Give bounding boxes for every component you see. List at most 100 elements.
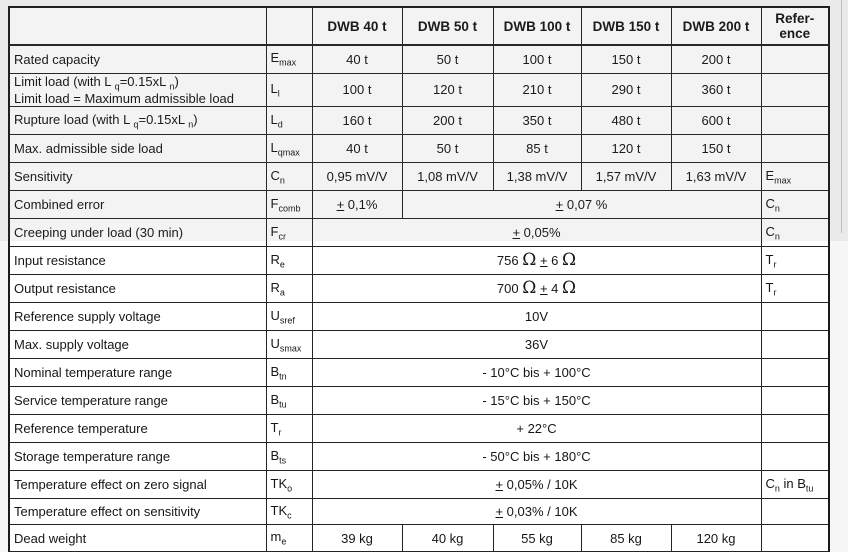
value-cell: 1,63 mV/V	[670, 162, 762, 192]
value-cell: 160 t	[311, 106, 403, 136]
plus-minus-sign: +	[495, 477, 504, 493]
param-cell-temperature-effect-on-zero-s: Temperature effect on zero signal	[8, 470, 267, 500]
value-cell: 1,08 mV/V	[401, 162, 494, 192]
reference-cell	[760, 524, 830, 552]
symbol-cell: Ld	[265, 106, 313, 136]
value-cell: 756 Ω + 6 Ω	[311, 246, 762, 276]
value-cell: + 22°C	[311, 414, 762, 444]
symbol-cell: Usmax	[265, 330, 313, 360]
page-edge-line	[841, 0, 842, 233]
symbol-cell: me	[265, 524, 313, 552]
plus-minus-sign: +	[539, 253, 548, 269]
param-cell-rated-capacity: Rated capacity	[8, 44, 267, 74]
value-cell: 360 t	[670, 72, 762, 108]
reference-cell	[760, 498, 830, 526]
header-row: DWB 40 t DWB 50 t DWB 100 t DWB 150 t DWB 20…	[8, 6, 830, 46]
table-row: Max. admissible side load Lqmax 40 t 50 t 85…	[8, 134, 830, 164]
value-cell: 1,57 mV/V	[580, 162, 672, 192]
value-cell: 10V	[311, 302, 762, 332]
reference-cell: Tr	[760, 246, 830, 276]
col-header-dwb-100-t: DWB 100 t	[492, 6, 582, 46]
value-cell: 50 t	[401, 134, 494, 164]
symbol-cell: Lqmax	[265, 134, 313, 164]
param-cell-creeping-under-load-30-min: Creeping under load (30 min)	[8, 218, 267, 248]
table-row: Service temperature range Btu - 15°C bis +…	[8, 386, 830, 416]
symbol-cell: Ll	[265, 72, 313, 108]
omega-symbol: Ω	[522, 250, 537, 271]
col-header-empty	[265, 6, 313, 46]
param-cell-reference-temperature: Reference temperature	[8, 414, 267, 444]
value-cell: 1,38 mV/V	[492, 162, 582, 192]
spec-table-head: DWB 40 t DWB 50 t DWB 100 t DWB 150 t DWB 20…	[8, 6, 830, 46]
value-cell: + 0,05% / 10K	[311, 470, 762, 500]
spec-table-body: Rated capacity Emax 40 t 50 t 100 t 150 t 200 …	[8, 44, 830, 552]
value-cell: 0,95 mV/V	[311, 162, 403, 192]
value-cell: 290 t	[580, 72, 672, 108]
symbol-cell: Usref	[265, 302, 313, 332]
value-cell: 120 t	[580, 134, 672, 164]
col-header-dwb-200-t: DWB 200 t	[670, 6, 762, 46]
value-cell: 85 kg	[580, 524, 672, 552]
plus-minus-sign: +	[555, 197, 564, 213]
table-row: Dead weight me 39 kg 40 kg 55 kg 85 kg 120 kg	[8, 524, 830, 552]
col-header-dwb-50-t: DWB 50 t	[401, 6, 494, 46]
symbol-cell: Btn	[265, 358, 313, 388]
value-cell: 39 kg	[311, 524, 403, 552]
col-header-dwb-40-t: DWB 40 t	[311, 6, 403, 46]
reference-cell	[760, 302, 830, 332]
value-cell: + 0,05%	[311, 218, 762, 248]
reference-cell	[760, 134, 830, 164]
param-cell-service-temperature-range: Service temperature range	[8, 386, 267, 416]
value-cell: 40 kg	[401, 524, 494, 552]
value-cell: 36V	[311, 330, 762, 360]
table-row: Temperature effect on zero signal TKo + 0,…	[8, 470, 830, 500]
table-row: Creeping under load (30 min) Fcr + 0,05% Cn	[8, 218, 830, 248]
table-row: Storage temperature range Bts - 50°C bis +…	[8, 442, 830, 472]
value-cell: 150 t	[580, 44, 672, 74]
value-cell: - 15°C bis + 150°C	[311, 386, 762, 416]
col-header-empty	[8, 6, 267, 46]
omega-symbol: Ω	[562, 278, 577, 299]
symbol-cell: Bts	[265, 442, 313, 472]
value-cell: 200 t	[401, 106, 494, 136]
reference-cell	[760, 358, 830, 388]
value-cell: 350 t	[492, 106, 582, 136]
spec-table: DWB 40 t DWB 50 t DWB 100 t DWB 150 t DWB 20…	[8, 6, 830, 552]
value-cell: 85 t	[492, 134, 582, 164]
plus-minus-sign: +	[336, 197, 345, 213]
reference-cell: Cn	[760, 190, 830, 220]
value-cell: 55 kg	[492, 524, 582, 552]
param-cell-output-resistance: Output resistance	[8, 274, 267, 304]
plus-minus-sign: +	[512, 225, 521, 241]
col-header-refer-ence: Refer- ence	[760, 6, 830, 46]
table-row: Output resistance Ra 700 Ω + 4 Ω Tr	[8, 274, 830, 304]
reference-cell	[760, 442, 830, 472]
symbol-cell: Tr	[265, 414, 313, 444]
table-row: Reference supply voltage Usref 10V	[8, 302, 830, 332]
value-cell: + 0,03% / 10K	[311, 498, 762, 526]
symbol-cell: TKc	[265, 498, 313, 526]
reference-cell	[760, 72, 830, 108]
value-cell: 120 t	[401, 72, 494, 108]
reference-cell	[760, 414, 830, 444]
col-header-dwb-150-t: DWB 150 t	[580, 6, 672, 46]
value-cell: 150 t	[670, 134, 762, 164]
value-cell: 210 t	[492, 72, 582, 108]
symbol-cell: Fcomb	[265, 190, 313, 220]
param-cell-storage-temperature-range: Storage temperature range	[8, 442, 267, 472]
param-cell-reference-supply-voltage: Reference supply voltage	[8, 302, 267, 332]
table-row: Combined error Fcomb + 0,1% + 0,07 % Cn	[8, 190, 830, 220]
value-cell: 700 Ω + 4 Ω	[311, 274, 762, 304]
symbol-cell: Cn	[265, 162, 313, 192]
value-cell: 600 t	[670, 106, 762, 136]
reference-cell: Emax	[760, 162, 830, 192]
reference-cell	[760, 386, 830, 416]
value-cell: 480 t	[580, 106, 672, 136]
value-cell: + 0,1%	[311, 190, 403, 220]
reference-cell	[760, 330, 830, 360]
symbol-cell: Ra	[265, 274, 313, 304]
param-cell-sensitivity: Sensitivity	[8, 162, 267, 192]
table-row: Nominal temperature range Btn - 10°C bis +…	[8, 358, 830, 388]
plus-minus-sign: +	[539, 281, 548, 297]
